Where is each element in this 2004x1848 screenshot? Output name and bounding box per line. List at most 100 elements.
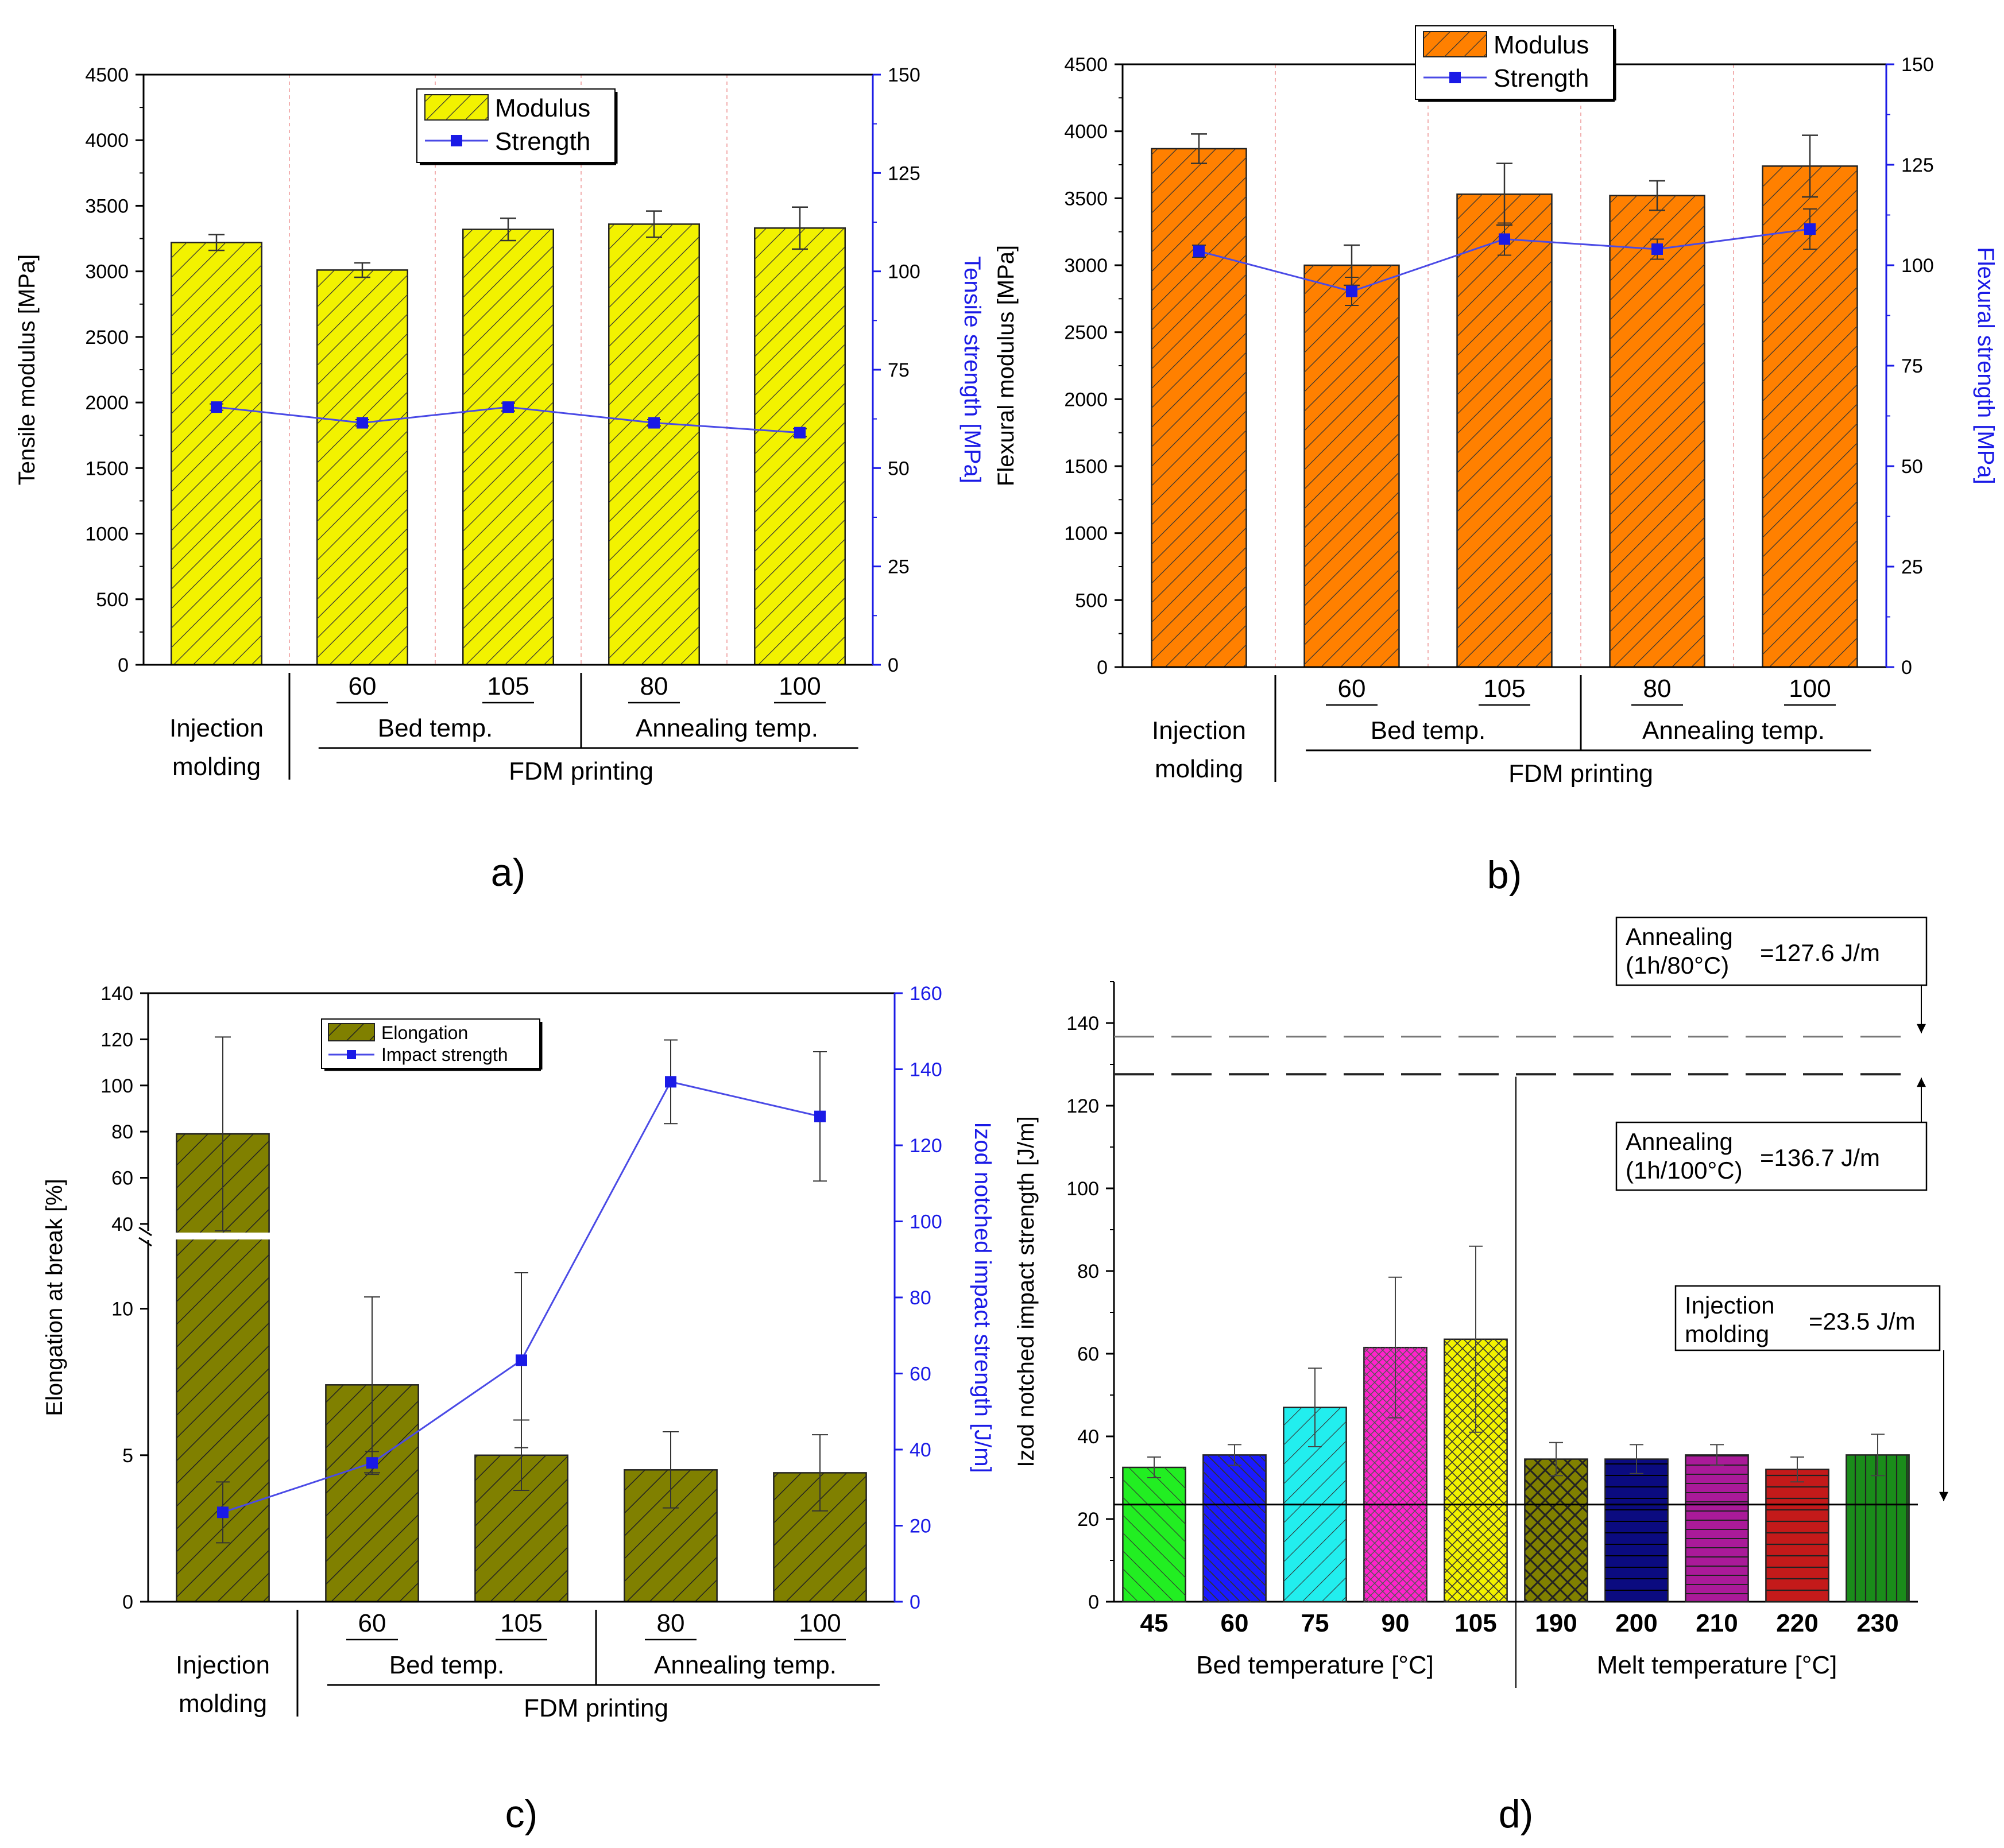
x-subgroup-label: Bed temp. bbox=[378, 714, 493, 742]
modulus-error-bar bbox=[1191, 133, 1207, 164]
y-tick-label: 2000 bbox=[1064, 389, 1108, 410]
y2-tick-label: 50 bbox=[888, 458, 910, 479]
legend-strength-label: Strength bbox=[495, 127, 590, 156]
y2-tick-label: 25 bbox=[888, 556, 910, 578]
impact-point bbox=[814, 1110, 826, 1122]
y-tick-label: 4000 bbox=[1064, 121, 1108, 143]
x-tick-label: 45 bbox=[1140, 1609, 1169, 1637]
modulus-error-bar bbox=[500, 217, 516, 242]
y-tick-label: 2000 bbox=[85, 392, 129, 414]
strength-point bbox=[211, 401, 222, 413]
annotation-label: (1h/80°C) bbox=[1626, 952, 1729, 979]
x-standalone-label: Injection bbox=[176, 1651, 270, 1679]
strength-point bbox=[648, 417, 660, 429]
x-tick-label: 60 bbox=[358, 1609, 386, 1637]
axis-break-gap bbox=[137, 1233, 275, 1239]
x-group-label: Melt temperature [°C] bbox=[1597, 1651, 1837, 1679]
impact-error-bar bbox=[1469, 1245, 1483, 1433]
impact-point bbox=[366, 1457, 378, 1469]
x-tick-label: 60 bbox=[1338, 675, 1366, 703]
y-tick-label: 500 bbox=[96, 589, 129, 611]
y2-tick-label: 150 bbox=[888, 64, 920, 86]
strength-point bbox=[1499, 233, 1510, 245]
x-tick-label: 105 bbox=[487, 672, 529, 700]
y-tick-label: 140 bbox=[1066, 1013, 1099, 1035]
x-subgroup-label: Bed temp. bbox=[1371, 716, 1486, 745]
strength-point bbox=[1804, 223, 1816, 235]
x-standalone-label: molding bbox=[179, 1690, 267, 1718]
x-tick-label: 80 bbox=[1643, 675, 1672, 703]
x-tick-label: 190 bbox=[1535, 1609, 1577, 1637]
modulus-bar-hatch bbox=[1151, 149, 1247, 667]
x-standalone-label: molding bbox=[1155, 755, 1243, 783]
y-axis-title: Flexural modulus [MPa] bbox=[993, 245, 1019, 486]
x-group-label: FDM printing bbox=[524, 1694, 668, 1722]
impact-bar-hatch bbox=[1123, 1467, 1186, 1602]
y-tick-label: 3500 bbox=[85, 195, 129, 217]
y2-tick-label: 80 bbox=[910, 1287, 931, 1309]
y-tick-label: 4500 bbox=[85, 64, 129, 86]
annotation-value: =23.5 J/m bbox=[1809, 1308, 1916, 1335]
y2-tick-label: 120 bbox=[910, 1135, 942, 1157]
y-tick-label: 5 bbox=[122, 1445, 133, 1467]
y2-tick-label: 0 bbox=[1901, 657, 1912, 679]
y-tick-label: 1000 bbox=[1064, 523, 1108, 545]
x-subgroup-label: Bed temp. bbox=[389, 1651, 505, 1679]
annotation-value: =136.7 J/m bbox=[1760, 1144, 1880, 1171]
modulus-error-bar bbox=[792, 206, 808, 250]
legend-elongation-label: Elongation bbox=[381, 1022, 468, 1043]
y2-tick-label: 75 bbox=[888, 359, 910, 381]
x-standalone-label: molding bbox=[172, 753, 261, 781]
axis-break-mark bbox=[138, 1226, 152, 1247]
impact-point bbox=[217, 1506, 229, 1518]
y2-tick-label: 140 bbox=[910, 1059, 942, 1081]
x-subgroup-label: Annealing temp. bbox=[654, 1651, 837, 1679]
y2-tick-label: 0 bbox=[910, 1591, 920, 1613]
impact-bar-hatch bbox=[1605, 1459, 1668, 1602]
modulus-bar-hatch bbox=[1610, 195, 1705, 668]
y2-tick-label: 50 bbox=[1901, 456, 1923, 478]
y2-axis-title: Tensile strength [MPa] bbox=[960, 256, 985, 483]
impact-error-bar bbox=[1630, 1444, 1643, 1474]
y-tick-label: 60 bbox=[111, 1168, 133, 1190]
y-tick-label: 2500 bbox=[85, 327, 129, 348]
impact-bar-hatch bbox=[1766, 1469, 1829, 1602]
y-axis-title: Elongation at break [%] bbox=[42, 1179, 67, 1416]
x-tick-label: 200 bbox=[1615, 1609, 1657, 1637]
elongation-error-bar bbox=[663, 1431, 679, 1509]
strength-point bbox=[1193, 245, 1205, 257]
impact-bar-hatch bbox=[1203, 1455, 1266, 1602]
modulus-error-bar bbox=[1649, 180, 1665, 211]
y-axis-title: Tensile modulus [MPa] bbox=[14, 254, 40, 485]
annotation-arrowhead bbox=[1939, 1491, 1948, 1501]
strength-point bbox=[1651, 243, 1663, 255]
elongation-error-bar bbox=[215, 1036, 231, 1231]
x-tick-label: 105 bbox=[1483, 675, 1525, 703]
y2-tick-label: 60 bbox=[910, 1363, 931, 1385]
x-tick-label: 105 bbox=[500, 1609, 542, 1637]
annotation-arrowhead bbox=[1917, 1078, 1926, 1087]
y-axis-title: Izod notched impact strength [J/m] bbox=[1013, 1116, 1039, 1467]
annotation-label: Injection bbox=[1685, 1292, 1774, 1319]
y2-tick-label: 0 bbox=[888, 654, 899, 676]
modulus-error-bar bbox=[354, 262, 370, 278]
y2-axis-title: Izod notched impact strength [J/m] bbox=[970, 1122, 995, 1473]
legend-impact-marker bbox=[347, 1050, 356, 1059]
y-tick-label: 4500 bbox=[1064, 54, 1108, 76]
y-tick-label: 60 bbox=[1077, 1343, 1099, 1365]
y-tick-label: 80 bbox=[111, 1121, 133, 1143]
y-tick-label: 40 bbox=[111, 1214, 133, 1235]
x-subgroup-label: Annealing temp. bbox=[636, 714, 818, 742]
modulus-bar-hatch bbox=[609, 224, 699, 665]
modulus-bar-hatch bbox=[171, 242, 262, 665]
y2-tick-label: 160 bbox=[910, 983, 942, 1005]
x-tick-label: 220 bbox=[1776, 1609, 1818, 1637]
modulus-bar-hatch bbox=[463, 229, 554, 665]
y2-tick-label: 100 bbox=[1901, 255, 1934, 277]
annotation-label: Annealing bbox=[1626, 1128, 1733, 1155]
impact-error-bar bbox=[1790, 1456, 1804, 1483]
impact-point bbox=[516, 1354, 527, 1366]
strength-point bbox=[794, 427, 806, 439]
